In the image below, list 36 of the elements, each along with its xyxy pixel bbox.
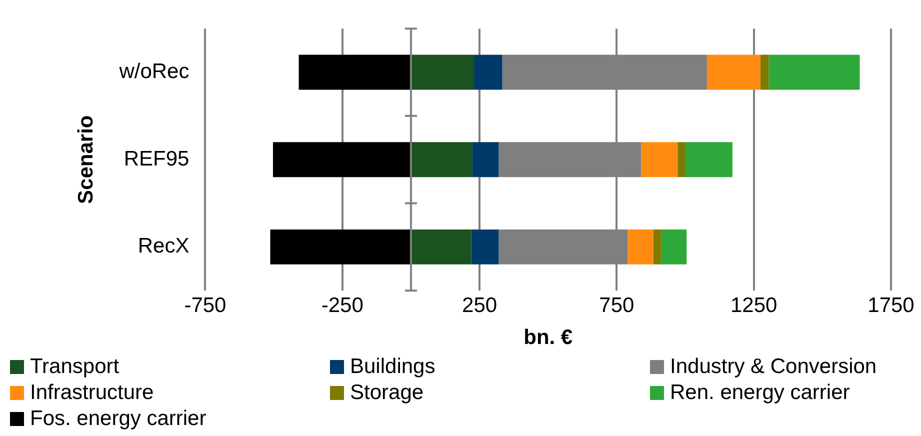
bar xyxy=(768,54,860,90)
bar xyxy=(471,229,499,264)
y-tick-label: RecX xyxy=(138,234,190,258)
y-axis-title: Scenario xyxy=(74,115,98,204)
x-tick-label: 1750 xyxy=(868,294,914,317)
legend-label: Industry & Conversion xyxy=(669,355,878,379)
bar xyxy=(474,54,502,90)
bar xyxy=(661,229,687,264)
bar xyxy=(410,142,472,178)
y-tick-label: w/oRec xyxy=(118,60,190,84)
legend-label: Fos. energy carrier xyxy=(29,407,208,431)
x-tick-label: 750 xyxy=(599,294,634,317)
x-tick-label: -750 xyxy=(184,294,226,317)
legend-label: Transport xyxy=(29,355,120,379)
bar xyxy=(410,54,474,90)
bar xyxy=(684,142,732,178)
legend-label: Buildings xyxy=(349,355,436,379)
x-tick-label: -250 xyxy=(321,294,364,317)
bar xyxy=(410,229,472,264)
legend-label: Ren. energy carrier xyxy=(669,381,851,405)
bar xyxy=(270,229,411,264)
x-axis-title: bn. € xyxy=(524,326,573,350)
bar xyxy=(678,142,685,178)
bar xyxy=(298,54,411,90)
x-tick-label: 250 xyxy=(462,294,498,317)
y-tick-label: REF95 xyxy=(124,147,190,170)
bar xyxy=(272,142,411,178)
bar xyxy=(706,54,760,90)
bar xyxy=(472,142,499,178)
bar xyxy=(760,54,769,90)
legend-label: Infrastructure xyxy=(29,381,155,405)
legend-label: Storage xyxy=(349,381,425,405)
bar xyxy=(628,229,654,264)
x-tick-label: 1250 xyxy=(730,294,778,317)
bar xyxy=(641,142,678,178)
bar xyxy=(653,229,662,264)
